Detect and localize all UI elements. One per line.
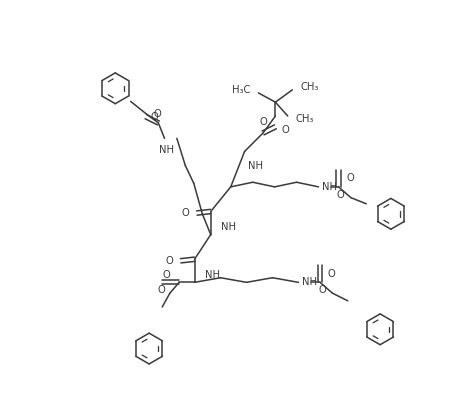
Text: NH: NH	[159, 144, 174, 154]
Text: O: O	[165, 256, 173, 266]
Text: NH: NH	[322, 182, 337, 192]
Text: O: O	[260, 117, 268, 127]
Text: O: O	[346, 173, 354, 183]
Text: O: O	[154, 109, 161, 119]
Text: O: O	[318, 285, 326, 295]
Text: NH: NH	[302, 277, 317, 287]
Text: O: O	[158, 285, 165, 295]
Text: O: O	[337, 190, 345, 200]
Text: O: O	[151, 112, 159, 122]
Text: O: O	[163, 271, 171, 281]
Text: O: O	[328, 269, 335, 279]
Text: NH: NH	[221, 222, 236, 232]
Text: CH₃: CH₃	[295, 114, 314, 124]
Text: NH: NH	[205, 270, 220, 280]
Text: NH: NH	[248, 161, 263, 171]
Text: CH₃: CH₃	[301, 82, 319, 92]
Text: O: O	[182, 208, 189, 218]
Text: O: O	[281, 125, 289, 135]
Text: H₃C: H₃C	[232, 85, 251, 95]
